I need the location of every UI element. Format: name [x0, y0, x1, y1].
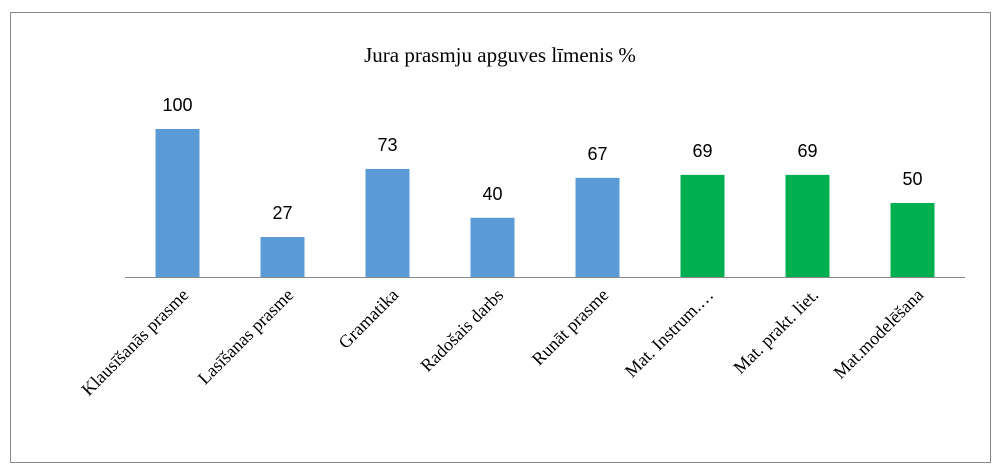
bar [260, 237, 305, 277]
bar [785, 174, 830, 277]
data-label: 27 [272, 203, 292, 223]
data-label: 40 [482, 184, 502, 204]
bar [365, 168, 410, 277]
bar [680, 174, 725, 277]
chart-title: Jura prasmju apguves līmenis % [364, 43, 636, 67]
data-label: 69 [797, 141, 817, 161]
bar [890, 203, 935, 277]
data-label: 67 [587, 144, 607, 164]
data-label: 100 [162, 95, 192, 115]
data-label: 50 [902, 169, 922, 189]
data-label: 73 [377, 135, 397, 155]
data-label: 69 [692, 141, 712, 161]
bar [575, 177, 620, 277]
bar [155, 129, 200, 277]
bar [470, 217, 515, 277]
